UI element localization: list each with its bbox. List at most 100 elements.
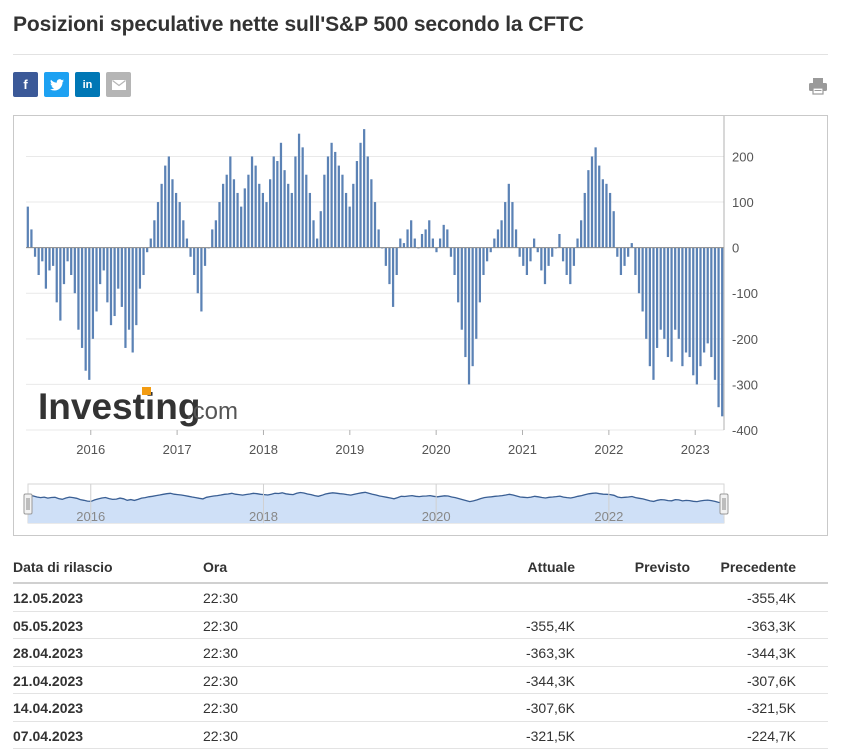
envelope-icon: [111, 79, 126, 90]
twitter-bird-icon: [49, 78, 64, 91]
release-table: Data di rilascio Ora Attuale Previsto Pr…: [13, 555, 828, 749]
cell-forecast: [575, 694, 690, 721]
bar: [131, 247, 134, 353]
cell-time: 22:30: [203, 590, 239, 606]
bar: [594, 147, 597, 248]
linkedin-share-button[interactable]: in: [75, 72, 100, 97]
bar: [410, 220, 413, 248]
bar: [464, 247, 467, 358]
investing-watermark: Investing .com: [38, 386, 238, 427]
bar: [406, 229, 409, 248]
y-tick-label: -300: [732, 377, 758, 392]
bar: [601, 179, 604, 248]
cell-date: 21.04.2023: [13, 672, 84, 689]
bar: [127, 247, 131, 330]
bar: [605, 183, 608, 248]
bar: [467, 247, 471, 385]
bar: [26, 206, 29, 248]
bar: [232, 179, 236, 248]
table-row: 07.04.2023 22:30 -321,5K -224,7K: [13, 722, 828, 749]
table-row: 14.04.2023 22:30 -307,6K -321,5K: [13, 694, 828, 722]
bar: [48, 247, 51, 271]
twitter-share-button[interactable]: [44, 72, 69, 97]
bar: [428, 220, 431, 248]
bar: [717, 247, 720, 408]
facebook-share-button[interactable]: f: [13, 72, 38, 97]
bar: [420, 233, 424, 248]
x-tick-label: 2017: [163, 442, 192, 457]
page-title: Posizioni speculative nette sull'S&P 500…: [13, 13, 584, 36]
bar-series: [26, 129, 724, 417]
bar: [670, 247, 673, 362]
cell-actual: [403, 584, 575, 611]
bar: [146, 247, 149, 253]
bar: [373, 202, 377, 248]
bar: [612, 211, 615, 248]
header-actual[interactable]: Attuale: [527, 559, 575, 575]
bar: [268, 179, 272, 248]
range-navigator[interactable]: 2016 2018 2020 2022: [23, 483, 729, 524]
bar: [529, 247, 532, 262]
bar: [395, 247, 398, 275]
bar: [580, 220, 583, 248]
cell-date: 28.04.2023: [13, 645, 84, 661]
bar: [681, 247, 684, 367]
y-tick-label: -400: [732, 423, 758, 438]
bar: [66, 247, 69, 262]
bar: [221, 183, 225, 248]
bar: [138, 247, 142, 289]
bar: [399, 238, 402, 248]
bar: [30, 229, 33, 248]
header-previous[interactable]: Precedente: [720, 559, 796, 575]
bar: [59, 247, 62, 321]
bar: [699, 247, 702, 367]
header-date[interactable]: Data di rilascio: [13, 559, 113, 575]
y-tick-label: -200: [732, 332, 758, 347]
navigator-left-handle[interactable]: [23, 493, 33, 515]
bar: [258, 183, 261, 248]
bar: [655, 247, 659, 348]
printer-icon[interactable]: [808, 76, 828, 96]
bar: [438, 238, 442, 248]
bar: [442, 224, 445, 248]
bar: [330, 142, 333, 248]
title-divider: [13, 54, 828, 55]
y-tick-label: 200: [732, 149, 754, 164]
cell-time: 22:30: [203, 727, 239, 744]
bar: [648, 247, 651, 367]
bar: [37, 247, 40, 275]
bar: [475, 247, 478, 339]
bar: [384, 247, 387, 266]
y-tick-label: -100: [732, 286, 758, 301]
header-time[interactable]: Ora: [203, 559, 228, 575]
cell-previous: -355,4K: [746, 590, 796, 606]
x-tick-label: 2018: [249, 442, 278, 457]
bar: [674, 247, 677, 330]
x-tick-label: 2023: [681, 442, 710, 457]
navigator-tick-label: 2022: [594, 509, 623, 524]
bar: [522, 247, 525, 266]
bar: [598, 165, 601, 248]
bar: [352, 183, 355, 248]
bar: [511, 202, 514, 248]
bar: [229, 156, 232, 248]
bar: [290, 192, 293, 248]
table-row: 05.05.2023 22:30 -355,4K -363,3K: [13, 612, 828, 639]
email-share-button[interactable]: [106, 72, 131, 97]
bar: [174, 192, 178, 248]
header-forecast[interactable]: Previsto: [634, 559, 690, 575]
bar: [608, 192, 612, 248]
navigator-right-handle[interactable]: [719, 493, 729, 515]
bar-chart: Investing .com -400 -300 -200 -100 0 100 200 2…: [23, 116, 758, 524]
bar: [88, 247, 91, 380]
bar: [569, 247, 572, 285]
bar: [500, 220, 503, 248]
bar: [193, 247, 196, 275]
navigator-line: [29, 491, 723, 504]
bar: [370, 179, 373, 248]
bar: [536, 247, 539, 253]
bar: [142, 247, 145, 275]
bar: [247, 174, 250, 248]
bar: [348, 206, 351, 248]
bar: [460, 247, 463, 330]
